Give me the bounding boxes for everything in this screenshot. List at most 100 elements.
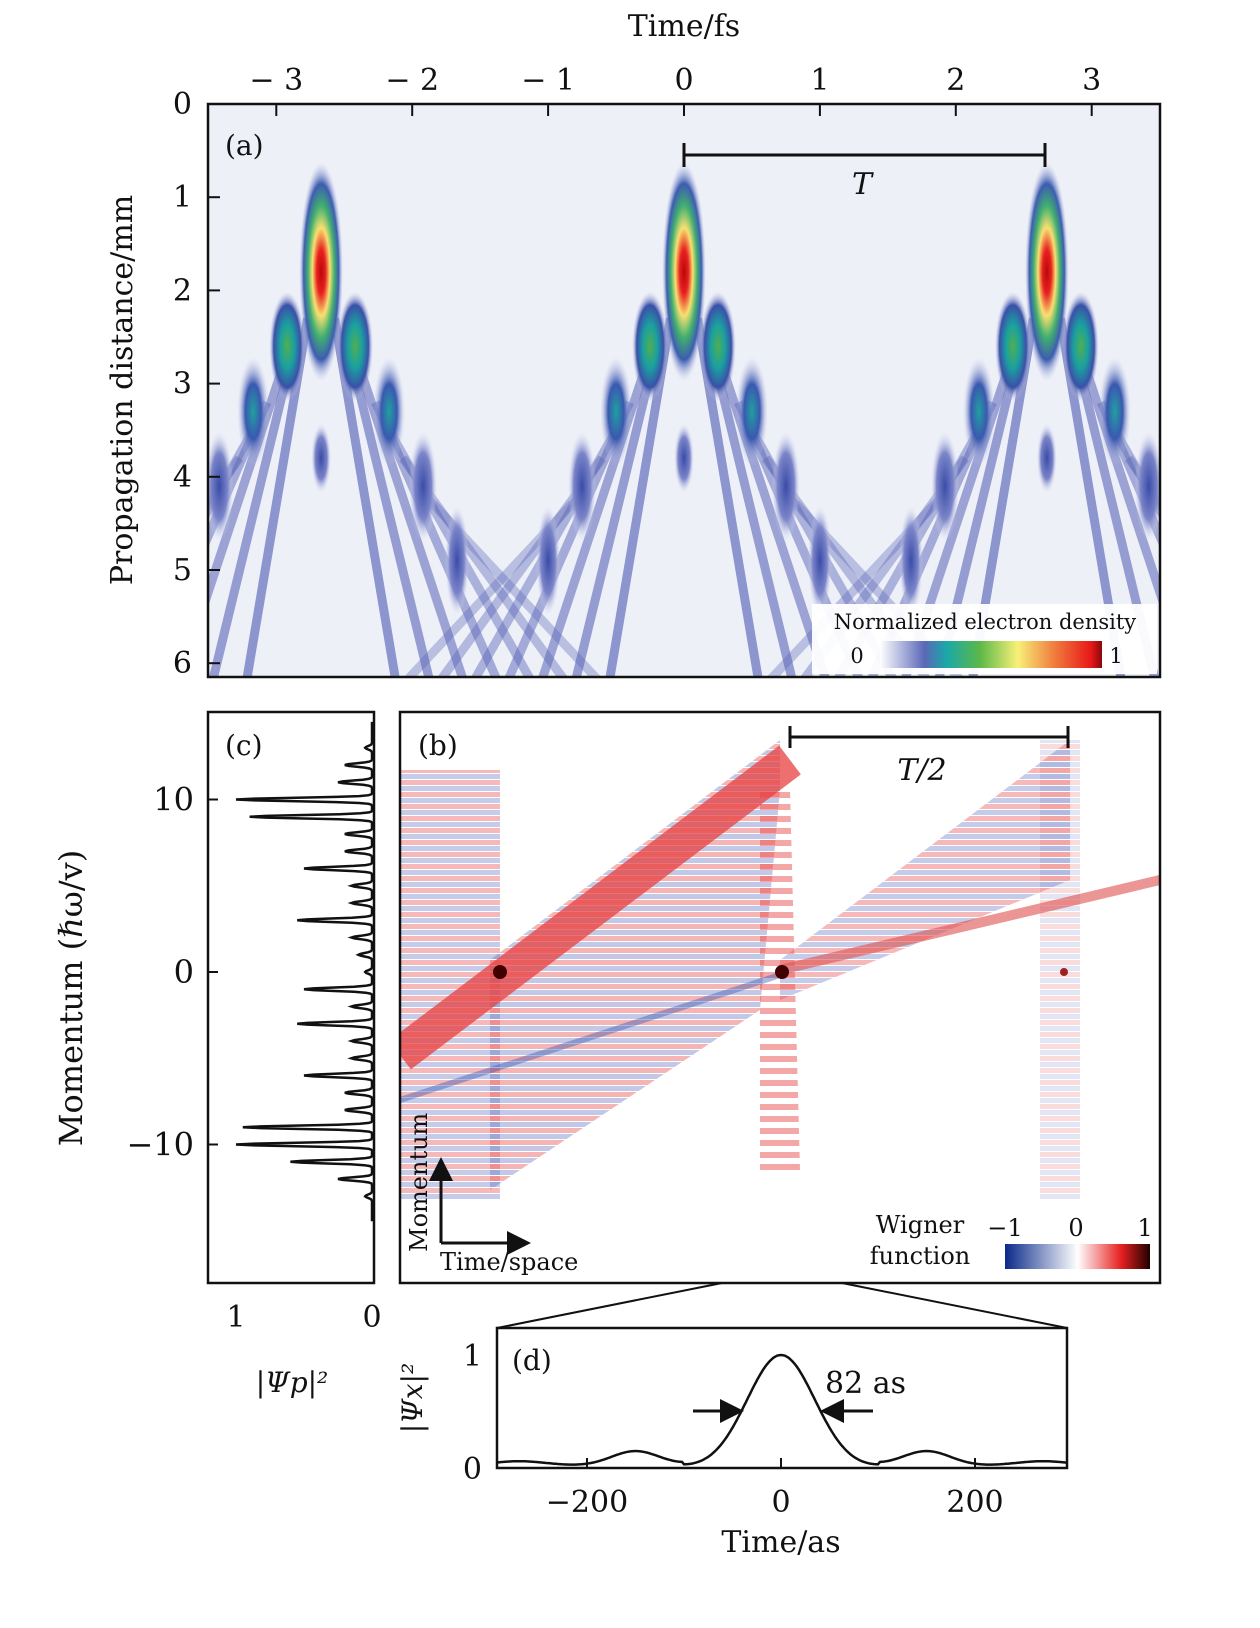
density-peak — [299, 161, 344, 382]
density-fringe — [343, 345, 434, 677]
density-sidelobe — [568, 431, 597, 542]
y-tick-label: 5 — [173, 553, 192, 588]
colorbar-b-mid: 0 — [1068, 1214, 1083, 1242]
density-sidelobe — [898, 505, 923, 616]
x-tick-label: 0 — [674, 63, 693, 98]
wigner-node-1 — [493, 965, 507, 979]
panel-a-xlabel: Time/fs — [628, 9, 740, 44]
density-sidelobe — [632, 291, 669, 402]
density-fringe — [412, 483, 602, 677]
panel-c-ticks: 100−101 0 — [126, 781, 381, 1336]
panel-b-frame — [398, 710, 1162, 1285]
y-tick-label: 6 — [173, 646, 192, 681]
density-sidelobe — [699, 291, 736, 402]
y-tick-label: 4 — [173, 460, 192, 495]
half-period-label: T/2 — [897, 753, 946, 788]
wigner-node-2 — [775, 965, 789, 979]
period-label: T — [852, 167, 874, 202]
half-period-annotation: T/2 — [788, 726, 1070, 788]
y-tick-label: 3 — [173, 367, 192, 402]
wigner-fringes-center-left — [490, 740, 780, 1190]
density-sidelobe — [536, 505, 561, 616]
inset-momentum-label: Momentum — [405, 1112, 433, 1252]
panel-d: −200 0 200 1 0 (d) Time/as |Ψx|² 82 as — [396, 1326, 1069, 1560]
colorbar-b-gradient — [1005, 1244, 1150, 1269]
density-sidelobe — [962, 356, 995, 467]
panel-b-label: (b) — [418, 729, 458, 762]
x-tick-label: − 3 — [249, 63, 303, 98]
density-peak — [662, 161, 706, 382]
x-tick-label: 200 — [946, 1485, 1003, 1520]
density-sidelobe — [1171, 506, 1195, 616]
colorbar-a-title: Normalized electron density — [834, 610, 1137, 634]
panel-c: 100−101 0 (c) Momentum (ℏω/v) |Ψp|² — [52, 710, 382, 1399]
wigner-band-1 — [400, 745, 801, 1070]
panel-a: − 3 − 2 − 1 0 1 2 3 0 1 2 3 4 5 6 (a) Time/fs Propaga… — [105, 9, 1195, 681]
density-sidelobe — [600, 356, 633, 467]
x-tick-label: 0 — [771, 1485, 790, 1520]
x-tick-label: 2 — [946, 63, 965, 98]
wigner-band-2 — [400, 972, 781, 1103]
density-sidelobe — [237, 356, 270, 467]
panel-a-ylabel: Propagation distance/mm — [105, 195, 140, 585]
density-sidelobe — [930, 431, 959, 542]
density-sidelobe — [1098, 356, 1131, 467]
panel-c-xlabel: |Ψp|² — [256, 1366, 329, 1399]
x-tick-label: −200 — [546, 1485, 628, 1520]
x-tick-label: 1 — [226, 1300, 245, 1335]
density-sidelobe — [208, 431, 234, 542]
density-sidelobe — [807, 505, 832, 616]
density-sidelobe — [409, 431, 438, 542]
zoom-connector-left — [496, 1282, 723, 1329]
wigner-band-3 — [778, 875, 1160, 975]
colorbar-b-title-1: Wigner — [876, 1211, 965, 1239]
fwhm-label: 82 as — [825, 1366, 906, 1401]
panel-a-ticks: − 3 − 2 − 1 0 1 2 3 0 1 2 3 4 5 6 — [173, 63, 1101, 681]
colorbar-a-gradient — [880, 641, 1102, 668]
panel-b: (b) T/2 Momentum Time/space Wigner funct… — [398, 710, 1162, 1285]
panel-c-frame — [206, 710, 376, 1285]
density-sidelobe — [1036, 423, 1057, 494]
density-sidelobe — [311, 423, 332, 494]
y-tick-label: 1 — [173, 180, 192, 215]
density-sidelobe — [1134, 431, 1160, 542]
wigner-fringes-right — [1040, 740, 1080, 1200]
zoom-connector-right — [841, 1282, 1068, 1329]
density-fringe — [706, 345, 797, 677]
density-sidelobe — [771, 431, 800, 542]
density-sidelobe — [373, 356, 406, 467]
x-tick-label: − 2 — [385, 63, 439, 98]
period-annotation: T — [682, 143, 1047, 202]
panel-c-ylabel: Momentum (ℏω/v) — [52, 850, 90, 1146]
density-fringe — [766, 483, 956, 677]
y-tick-label: 1 — [463, 1339, 482, 1374]
density-fringe — [208, 345, 299, 677]
density-sidelobe — [735, 356, 768, 467]
density-sidelobe — [674, 423, 694, 494]
wigner-node-3 — [1060, 968, 1068, 976]
panel-d-frame — [495, 1326, 1069, 1470]
y-tick-label: 10 — [153, 781, 194, 819]
density-fringe — [403, 483, 593, 677]
colorbar-b-title-2: function — [870, 1242, 970, 1270]
y-tick-label: 0 — [173, 87, 192, 122]
y-tick-label: 0 — [174, 953, 194, 991]
inset-time-label: Time/space — [440, 1248, 578, 1276]
y-tick-label: 2 — [173, 273, 192, 308]
colorbar-a: Normalized electron density 0 1 — [812, 604, 1157, 674]
colorbar-a-max: 1 — [1109, 644, 1122, 668]
panel-d-ylabel: |Ψx|² — [396, 1363, 429, 1433]
density-sidelobe — [1062, 291, 1099, 402]
colorbar-a-min: 0 — [850, 644, 863, 668]
density-peak — [1024, 161, 1069, 382]
wigner-fringes-left — [400, 770, 500, 1200]
x-tick-label: 0 — [362, 1300, 381, 1335]
density-sidelobe — [445, 505, 470, 616]
panel-d-label: (d) — [512, 1344, 552, 1377]
panel-c-label: (c) — [225, 729, 263, 762]
inset-axes: Momentum Time/space — [405, 1112, 578, 1276]
panel-b-heatmap — [400, 740, 1160, 1200]
colorbar-b-min: −1 — [987, 1214, 1022, 1242]
y-tick-label: −10 — [126, 1126, 194, 1164]
